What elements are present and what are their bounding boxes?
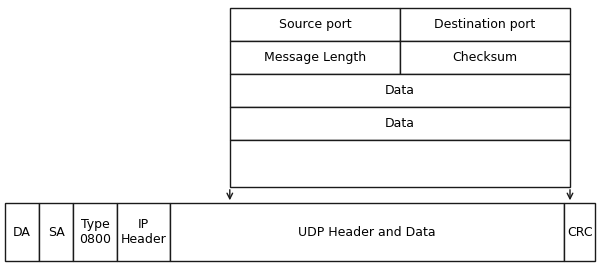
Text: Checksum: Checksum (452, 51, 518, 64)
Text: IP
Header: IP Header (121, 218, 166, 246)
Bar (5, 203, 39, 261)
Bar (400, 41, 570, 74)
Bar (230, 8, 400, 41)
Text: Type
0800: Type 0800 (79, 218, 111, 246)
Bar (230, 74, 570, 107)
Text: Destination port: Destination port (434, 18, 536, 31)
Bar (564, 203, 595, 261)
Bar (230, 140, 570, 187)
Text: SA: SA (48, 225, 64, 239)
Bar (73, 203, 117, 261)
Text: DA: DA (13, 225, 31, 239)
Text: CRC: CRC (567, 225, 592, 239)
Bar (230, 41, 400, 74)
Text: Message Length: Message Length (264, 51, 366, 64)
Bar (117, 203, 170, 261)
Text: UDP Header and Data: UDP Header and Data (298, 225, 436, 239)
Text: Data: Data (385, 84, 415, 97)
Bar (400, 8, 570, 41)
Bar (170, 203, 564, 261)
Text: Data: Data (385, 117, 415, 130)
Text: Source port: Source port (278, 18, 351, 31)
Bar (39, 203, 73, 261)
Bar (230, 107, 570, 140)
